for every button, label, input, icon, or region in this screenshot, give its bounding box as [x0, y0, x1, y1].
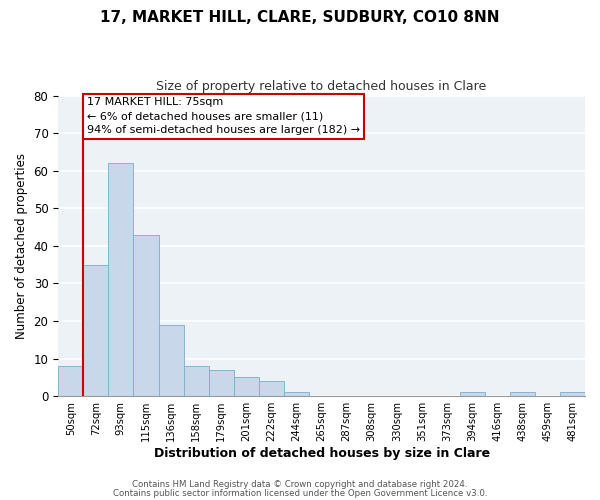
Bar [133, 234, 158, 396]
Bar [83, 264, 109, 396]
Bar [184, 366, 209, 396]
Title: Size of property relative to detached houses in Clare: Size of property relative to detached ho… [157, 80, 487, 93]
Bar [259, 381, 284, 396]
Bar [109, 163, 133, 396]
X-axis label: Distribution of detached houses by size in Clare: Distribution of detached houses by size … [154, 447, 490, 460]
Bar [158, 325, 184, 396]
Bar [234, 378, 259, 396]
Bar [284, 392, 309, 396]
Bar [58, 366, 83, 396]
Bar [510, 392, 535, 396]
Bar [460, 392, 485, 396]
Bar [560, 392, 585, 396]
Bar [209, 370, 234, 396]
Text: Contains HM Land Registry data © Crown copyright and database right 2024.: Contains HM Land Registry data © Crown c… [132, 480, 468, 489]
Text: Contains public sector information licensed under the Open Government Licence v3: Contains public sector information licen… [113, 489, 487, 498]
Text: 17 MARKET HILL: 75sqm
← 6% of detached houses are smaller (11)
94% of semi-detac: 17 MARKET HILL: 75sqm ← 6% of detached h… [87, 98, 360, 136]
Text: 17, MARKET HILL, CLARE, SUDBURY, CO10 8NN: 17, MARKET HILL, CLARE, SUDBURY, CO10 8N… [100, 10, 500, 25]
Y-axis label: Number of detached properties: Number of detached properties [15, 153, 28, 339]
